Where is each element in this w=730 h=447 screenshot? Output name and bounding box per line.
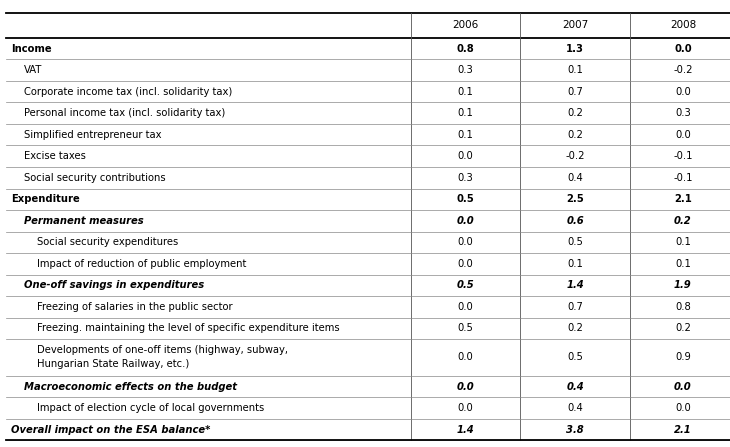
Text: 0.5: 0.5	[567, 237, 583, 247]
Text: 0.0: 0.0	[457, 382, 475, 392]
Text: VAT: VAT	[24, 65, 42, 75]
Text: 0.0: 0.0	[457, 216, 475, 226]
Text: 0.0: 0.0	[458, 259, 474, 269]
Text: 0.2: 0.2	[567, 130, 583, 140]
Text: 0.5: 0.5	[457, 194, 475, 204]
Text: Personal income tax (incl. solidarity tax): Personal income tax (incl. solidarity ta…	[24, 108, 226, 118]
Text: 0.2: 0.2	[674, 216, 692, 226]
Text: One-off savings in expenditures: One-off savings in expenditures	[24, 280, 204, 290]
Text: 0.2: 0.2	[567, 108, 583, 118]
Text: -0.2: -0.2	[566, 151, 585, 161]
Text: 0.1: 0.1	[675, 259, 691, 269]
Text: -0.1: -0.1	[673, 151, 693, 161]
Text: 0.0: 0.0	[675, 87, 691, 97]
Text: 0.8: 0.8	[675, 302, 691, 312]
Text: Social security expenditures: Social security expenditures	[37, 237, 178, 247]
Text: Permanent measures: Permanent measures	[24, 216, 144, 226]
Text: Overall impact on the ESA balance*: Overall impact on the ESA balance*	[11, 425, 210, 434]
Text: Developments of one-off items (highway, subway,: Developments of one-off items (highway, …	[37, 345, 288, 355]
Text: Expenditure: Expenditure	[11, 194, 80, 204]
Text: Freezing of salaries in the public sector: Freezing of salaries in the public secto…	[37, 302, 233, 312]
Text: Impact of election cycle of local governments: Impact of election cycle of local govern…	[37, 403, 264, 413]
Text: Impact of reduction of public employment: Impact of reduction of public employment	[37, 259, 247, 269]
Text: 0.0: 0.0	[458, 352, 474, 363]
Text: 2007: 2007	[562, 20, 588, 30]
Text: 0.0: 0.0	[675, 130, 691, 140]
Text: 1.4: 1.4	[457, 425, 475, 434]
Text: 2.1: 2.1	[674, 194, 692, 204]
Text: 0.8: 0.8	[457, 44, 475, 54]
Text: 0.5: 0.5	[567, 352, 583, 363]
Text: 0.0: 0.0	[675, 403, 691, 413]
Text: Freezing. maintaining the level of specific expenditure items: Freezing. maintaining the level of speci…	[37, 323, 340, 333]
Text: 0.0: 0.0	[674, 44, 692, 54]
Text: Excise taxes: Excise taxes	[24, 151, 86, 161]
Text: Hungarian State Railway, etc.): Hungarian State Railway, etc.)	[37, 359, 190, 369]
Text: 0.9: 0.9	[675, 352, 691, 363]
Text: 2.1: 2.1	[674, 425, 692, 434]
Text: 0.1: 0.1	[675, 237, 691, 247]
Text: 0.1: 0.1	[458, 108, 474, 118]
Text: 3.8: 3.8	[566, 425, 584, 434]
Text: 0.0: 0.0	[458, 151, 474, 161]
Text: 0.7: 0.7	[567, 87, 583, 97]
Text: 2008: 2008	[670, 20, 696, 30]
Text: 0.3: 0.3	[675, 108, 691, 118]
Text: 2.5: 2.5	[566, 194, 584, 204]
Text: Macroeconomic effects on the budget: Macroeconomic effects on the budget	[24, 382, 237, 392]
Text: 0.1: 0.1	[567, 259, 583, 269]
Text: Simplified entrepreneur tax: Simplified entrepreneur tax	[24, 130, 161, 140]
Text: 0.5: 0.5	[457, 280, 475, 290]
Text: 0.6: 0.6	[566, 216, 584, 226]
Text: -0.1: -0.1	[673, 173, 693, 183]
Text: 1.9: 1.9	[674, 280, 692, 290]
Text: 0.3: 0.3	[458, 65, 474, 75]
Text: 2006: 2006	[453, 20, 479, 30]
Text: Social security contributions: Social security contributions	[24, 173, 166, 183]
Text: 1.4: 1.4	[566, 280, 584, 290]
Text: 0.7: 0.7	[567, 302, 583, 312]
Text: 0.0: 0.0	[458, 302, 474, 312]
Text: 0.3: 0.3	[458, 173, 474, 183]
Text: 0.0: 0.0	[458, 237, 474, 247]
Text: 0.1: 0.1	[458, 87, 474, 97]
Text: 0.4: 0.4	[567, 173, 583, 183]
Text: 0.4: 0.4	[567, 403, 583, 413]
Text: 0.2: 0.2	[567, 323, 583, 333]
Text: 0.0: 0.0	[674, 382, 692, 392]
Text: Corporate income tax (incl. solidarity tax): Corporate income tax (incl. solidarity t…	[24, 87, 232, 97]
Text: 0.5: 0.5	[458, 323, 474, 333]
Text: 0.4: 0.4	[566, 382, 584, 392]
Text: -0.2: -0.2	[673, 65, 693, 75]
Text: 0.0: 0.0	[458, 403, 474, 413]
Text: Income: Income	[11, 44, 52, 54]
Text: 1.3: 1.3	[566, 44, 584, 54]
Text: 0.2: 0.2	[675, 323, 691, 333]
Text: 0.1: 0.1	[567, 65, 583, 75]
Text: 0.1: 0.1	[458, 130, 474, 140]
